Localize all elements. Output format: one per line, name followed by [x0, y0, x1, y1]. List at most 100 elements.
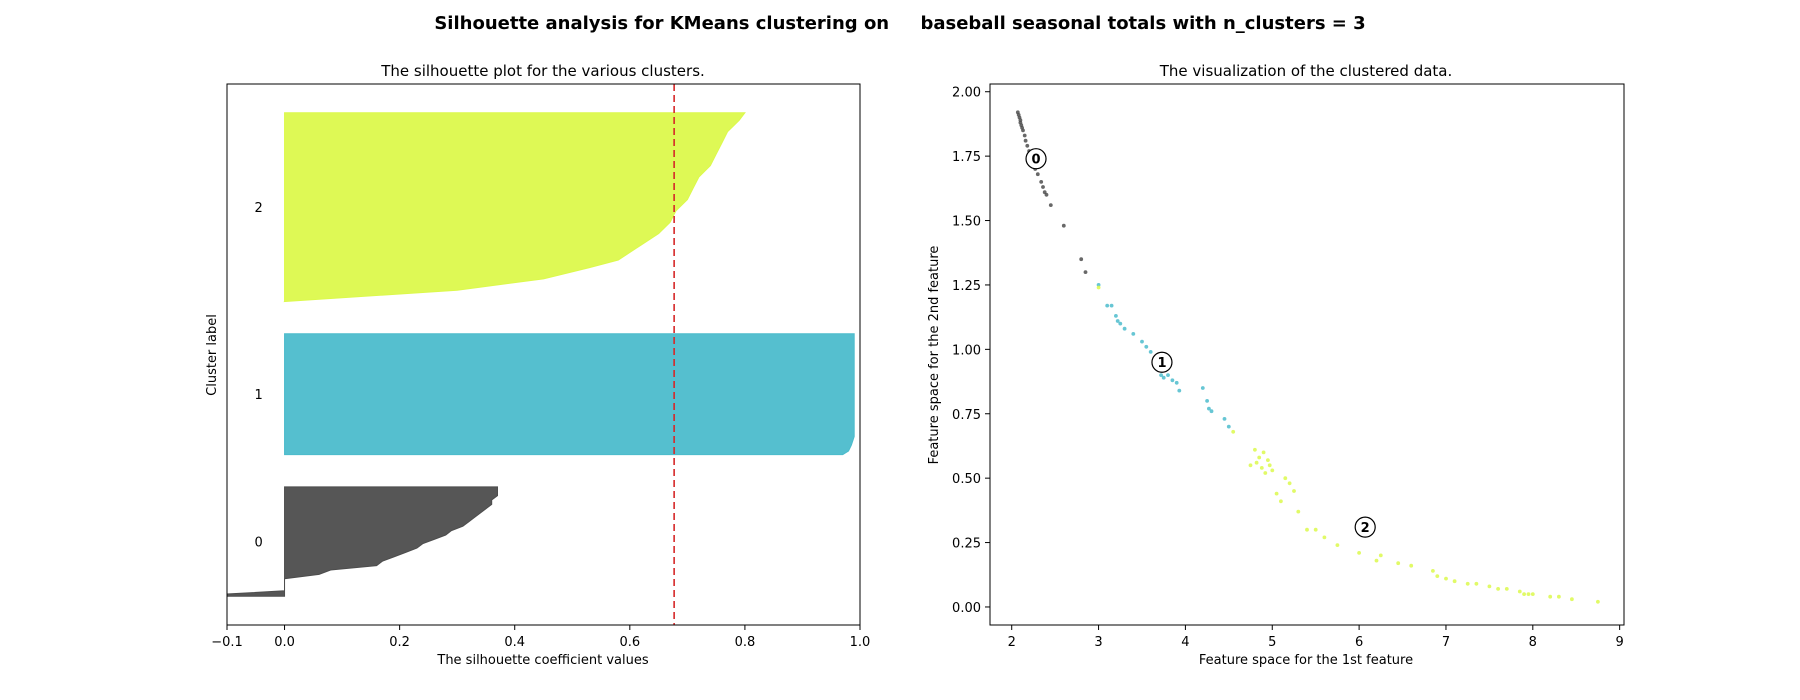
- data-point-cluster-0: [1022, 133, 1027, 138]
- x-tick-label: 4: [1181, 635, 1189, 650]
- data-point-cluster-0: [1035, 172, 1040, 177]
- cluster-center-marker: [1354, 516, 1376, 538]
- data-point-cluster-2: [1322, 535, 1327, 540]
- data-point-cluster-1: [1159, 373, 1163, 377]
- data-point-cluster-2: [1267, 463, 1272, 468]
- data-point-cluster-2: [1279, 499, 1283, 504]
- data-point-cluster-1: [1161, 375, 1166, 380]
- data-point-cluster-1: [1226, 424, 1231, 429]
- silhouette-marks: 0 1 2: [226, 84, 855, 625]
- silhouette-cluster-1: [284, 333, 855, 456]
- y-tick-label: 1.50: [952, 215, 981, 230]
- data-point-cluster-2: [1487, 584, 1492, 589]
- data-point-cluster-2: [1474, 581, 1479, 586]
- data-point-cluster-1: [1205, 399, 1209, 403]
- cluster-center-marker: [1025, 148, 1047, 170]
- data-point-cluster-2: [1254, 460, 1259, 465]
- cluster-label-0: 0: [255, 536, 263, 551]
- data-point-cluster-2: [1335, 543, 1340, 547]
- x-tick-label: 1.0: [850, 635, 871, 650]
- y-tick-label: 2.00: [952, 86, 981, 101]
- data-point-cluster-0: [1041, 185, 1045, 189]
- data-point-cluster-0: [1048, 203, 1053, 208]
- x-tick-label: 7: [1442, 635, 1450, 650]
- data-point-cluster-2: [1248, 463, 1253, 468]
- scatter-plot-title: The visualization of the clustered data.: [1159, 62, 1453, 80]
- data-point-cluster-1: [1140, 339, 1144, 344]
- scatter-x-axis: 2 3 4 5 6 7 8 9: [1008, 625, 1624, 650]
- y-tick-label: 1.25: [952, 279, 981, 294]
- silhouette-axes-frame: [226, 83, 861, 626]
- scatter-axes-frame: [989, 83, 1625, 626]
- cluster-label-1: 1: [255, 388, 263, 403]
- data-point-cluster-1: [1118, 321, 1123, 326]
- y-tick-label: 1.00: [952, 343, 981, 358]
- x-tick-label: 0.2: [389, 635, 410, 650]
- x-tick-label: 8: [1529, 635, 1537, 650]
- y-tick-label: 0.75: [952, 408, 981, 423]
- data-point-cluster-2: [1253, 447, 1257, 452]
- data-point-cluster-0: [1023, 138, 1028, 143]
- data-point-cluster-1: [1122, 326, 1127, 331]
- data-point-cluster-2: [1396, 561, 1401, 566]
- data-point-cluster-1: [1170, 378, 1175, 383]
- data-point-cluster-0: [1044, 192, 1049, 197]
- data-point-cluster-2: [1096, 285, 1101, 290]
- data-point-cluster-1: [1115, 319, 1120, 323]
- data-point-cluster-2: [1409, 563, 1414, 568]
- x-tick-label: 0.4: [504, 635, 525, 650]
- y-tick-label: 0.25: [952, 537, 981, 552]
- data-point-cluster-0: [1039, 180, 1044, 184]
- data-point-cluster-1: [1144, 344, 1149, 349]
- data-point-cluster-2: [1517, 589, 1522, 594]
- data-point-cluster-2: [1287, 481, 1292, 486]
- data-point-cluster-1: [1096, 283, 1101, 287]
- data-point-cluster-1: [1114, 314, 1118, 318]
- data-point-cluster-0: [1083, 270, 1088, 274]
- scatter-y-axis: 0.00 0.25 0.50 0.75 1.00 1.25 1.50 1.75 2.00: [952, 86, 990, 616]
- x-tick-label: −0.1: [211, 635, 243, 650]
- data-point-cluster-2: [1504, 587, 1509, 591]
- silhouette-cluster-2: [283, 112, 746, 303]
- data-point-cluster-2: [1570, 597, 1574, 602]
- data-point-cluster-2: [1431, 569, 1435, 573]
- data-point-cluster-2: [1465, 581, 1470, 586]
- silhouette-y-label: Cluster label: [205, 314, 220, 396]
- data-point-cluster-1: [1222, 417, 1227, 421]
- data-point-cluster-2: [1283, 476, 1288, 481]
- data-point-cluster-2: [1452, 579, 1457, 584]
- data-point-cluster-0: [1025, 143, 1030, 148]
- data-point-cluster-2: [1270, 468, 1275, 473]
- data-point-cluster-2: [1296, 509, 1301, 514]
- x-tick-label: 0.8: [735, 635, 756, 650]
- data-point-cluster-2: [1557, 594, 1561, 599]
- data-point-cluster-0: [1061, 223, 1066, 228]
- x-tick-label: 6: [1355, 635, 1363, 650]
- data-point-cluster-2: [1357, 551, 1361, 555]
- data-point-cluster-2: [1259, 466, 1264, 470]
- data-point-cluster-0: [1079, 257, 1084, 262]
- cluster-center-label: 2: [1361, 521, 1370, 536]
- data-point-cluster-1: [1105, 303, 1110, 308]
- data-point-cluster-1: [1177, 388, 1182, 393]
- x-tick-label: 9: [1616, 635, 1624, 650]
- y-tick-label: 1.75: [952, 150, 981, 165]
- data-point-cluster-2: [1266, 458, 1270, 462]
- scatter-x-label: Feature space for the 1st feature: [1199, 653, 1413, 668]
- data-point-cluster-2: [1261, 450, 1266, 455]
- data-point-cluster-2: [1526, 592, 1531, 596]
- data-point-cluster-2: [1274, 491, 1279, 496]
- data-point-cluster-0: [1021, 128, 1025, 133]
- x-tick-label: 0.6: [619, 635, 640, 650]
- data-point-cluster-2: [1292, 489, 1296, 493]
- data-point-cluster-2: [1231, 429, 1236, 434]
- data-point-cluster-2: [1496, 587, 1500, 591]
- data-point-cluster-2: [1374, 558, 1379, 563]
- cluster-center-label: 0: [1032, 153, 1041, 168]
- y-tick-label: 0.50: [952, 472, 981, 487]
- cluster-center-marker: [1151, 351, 1173, 373]
- cluster-center-label: 1: [1157, 356, 1166, 371]
- silhouette-x-label: The silhouette coefficient values: [436, 653, 648, 668]
- data-point-cluster-1: [1148, 350, 1153, 354]
